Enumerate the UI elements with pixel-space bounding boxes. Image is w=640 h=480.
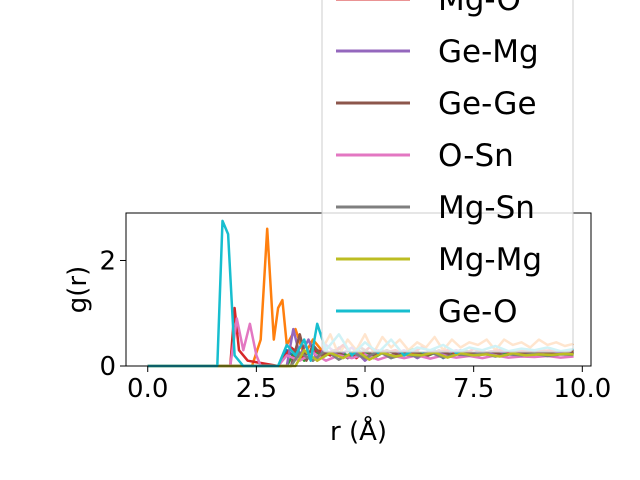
legend-box — [321, 0, 574, 353]
y-axis-label: g(r) — [63, 266, 93, 313]
legend: Mg-O Ge-Mg Ge-Ge O-Sn Mg-Sn Mg-Mg Ge-O — [321, 0, 574, 353]
x-tick-label: 10.0 — [553, 374, 611, 404]
legend-entry-label: O-Sn — [438, 138, 514, 174]
x-axis-label: r (Å) — [330, 415, 387, 447]
x-tick-label: 0.0 — [127, 374, 168, 404]
legend-entry-label: Ge-Ge — [438, 86, 537, 122]
legend-entry-label: Ge-O — [438, 294, 518, 330]
x-tick-label: 5.0 — [344, 374, 385, 404]
series-line-8 — [147, 348, 574, 368]
y-tick-label: 0 — [99, 352, 116, 382]
y-tick-label: 2 — [99, 246, 116, 276]
x-tick-label: 2.5 — [236, 374, 277, 404]
legend-entry-label: Ge-Mg — [438, 34, 539, 70]
x-tick-label: 7.5 — [453, 374, 494, 404]
legend-entry-label: Mg-Mg — [438, 242, 542, 278]
legend-entry-label: Mg-Sn — [438, 190, 535, 226]
x-axis: 0.0 2.5 5.0 7.5 10.0 — [127, 366, 611, 404]
y-axis: 02 — [99, 246, 126, 382]
legend-entry-label: Mg-O — [438, 0, 521, 18]
series-line-6 — [147, 317, 574, 368]
